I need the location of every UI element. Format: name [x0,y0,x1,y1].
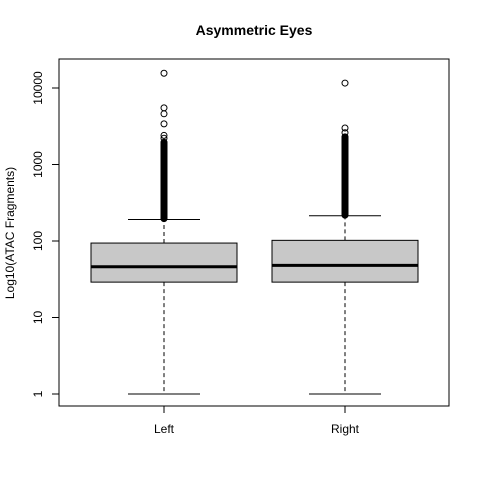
x-tick-label: Left [154,422,175,436]
y-tick-label: 100 [31,231,45,251]
y-tick-label: 1 [31,390,45,397]
y-axis-label: Log10(ATAC Fragments) [3,167,17,299]
outlier-point [160,120,168,128]
plot-area [90,69,419,395]
y-tick-label: 1000 [31,151,45,178]
x-tick-label: Right [331,422,360,436]
outlier-point [160,104,168,112]
outlier-point [160,69,168,77]
y-axis: 1 10 100 1000 10000 [31,71,60,397]
box-right [271,79,419,395]
box-left [90,69,238,395]
outlier-point [160,110,168,118]
plot-frame [58,58,450,407]
x-axis: Left Right [154,406,360,436]
chart-title: Asymmetric Eyes [196,22,313,38]
outlier-point [160,131,168,139]
outlier-point [341,124,349,132]
iqr-box [90,242,238,283]
outlier-point [341,133,349,141]
outlier-point [341,79,349,87]
iqr-box [271,239,419,283]
outlier-point [160,138,168,146]
y-tick-label: 10000 [31,71,45,105]
outlier-point [160,134,168,142]
outlier-point [341,129,349,137]
y-tick-label: 10 [31,311,45,325]
